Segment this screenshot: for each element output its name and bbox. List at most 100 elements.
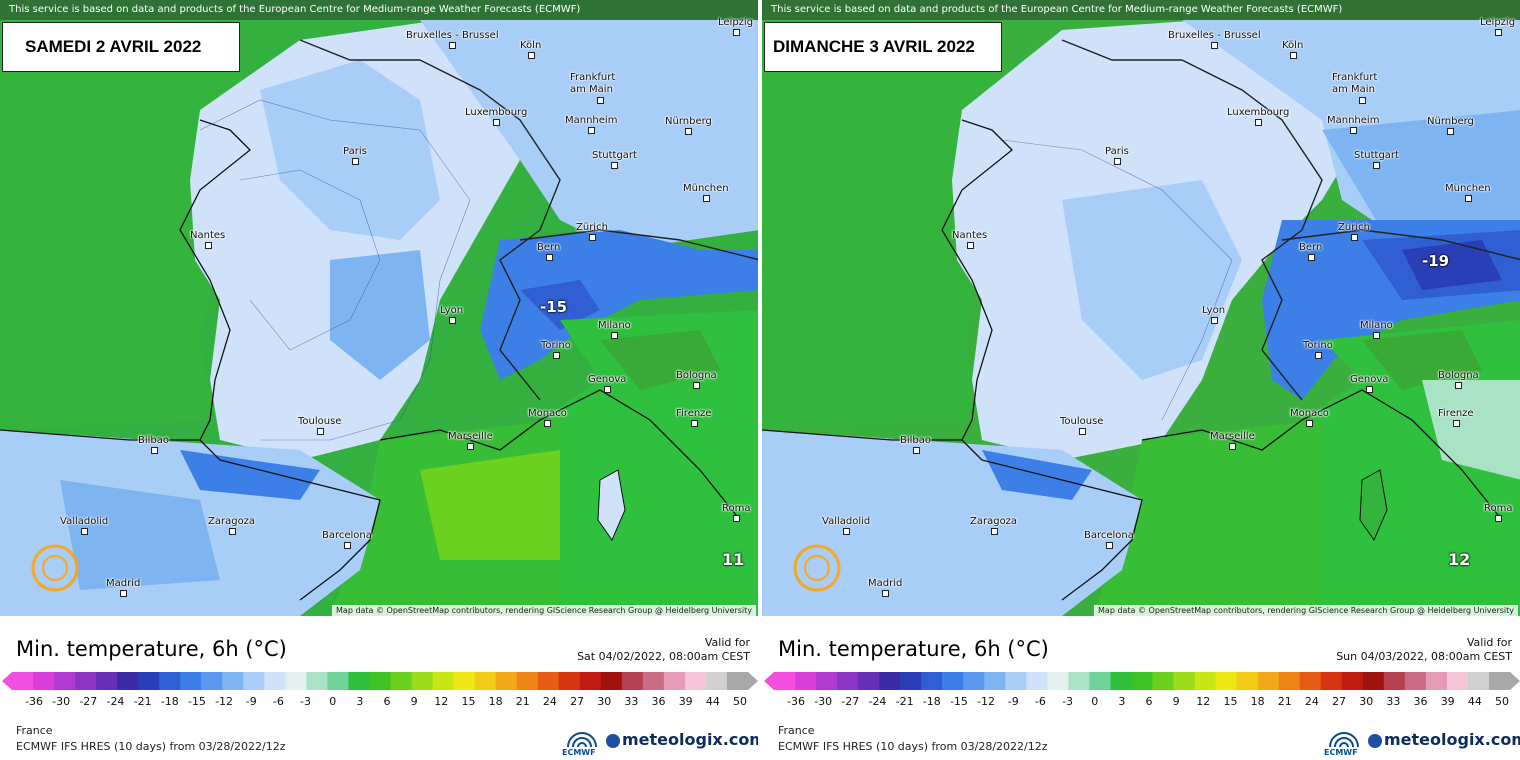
scale-swatch	[942, 672, 964, 690]
map-panel-sunday: This service is based on data and produc…	[762, 0, 1520, 760]
city-label: Bologna	[1438, 370, 1479, 389]
meteologix-brand[interactable]: meteologix.com	[622, 730, 758, 749]
scale-arrow-max	[1510, 672, 1520, 690]
scale-swatch	[453, 672, 476, 690]
city-label: Torino	[541, 340, 571, 359]
valid-label: Valid for	[704, 636, 750, 649]
scale-swatch	[327, 672, 349, 690]
scale-tick-label: 15	[1223, 695, 1237, 708]
scale-swatch	[1005, 672, 1027, 690]
city-label: Stuttgart	[592, 150, 637, 169]
panel-divider	[758, 0, 762, 760]
scale-swatch	[180, 672, 202, 690]
city-label: Zürich	[576, 222, 608, 241]
ecmwf-attribution: This service is based on data and produc…	[0, 0, 758, 20]
scale-swatch	[54, 672, 76, 690]
region-label: France	[778, 724, 815, 737]
variable-title: Min. temperature, 6h (°C)	[16, 637, 287, 661]
scale-tick-label: 3	[1118, 695, 1125, 708]
city-label: Bern	[537, 242, 561, 261]
scale-swatch	[138, 672, 160, 690]
scale-tick-label: -36	[787, 695, 805, 708]
temperature-field	[762, 0, 1520, 616]
scale-tick-label: 50	[1495, 695, 1509, 708]
scale-tick-label: -6	[273, 695, 284, 708]
scale-swatch	[159, 672, 181, 690]
scale-tick-label: 15	[461, 695, 475, 708]
city-label: Zürich	[1338, 222, 1370, 241]
scale-swatch	[306, 672, 328, 690]
scale-swatch	[600, 672, 623, 690]
scale-swatch	[537, 672, 560, 690]
scale-swatch	[516, 672, 539, 690]
scale-tick-label: 44	[1468, 695, 1482, 708]
city-label: Torino	[1303, 340, 1333, 359]
scale-swatch	[1131, 672, 1154, 690]
scale-tick-label: -27	[841, 695, 859, 708]
scale-swatch	[1425, 672, 1448, 690]
scale-tick-label: 30	[1359, 695, 1373, 708]
color-scale: -36 -30 -27 -24 -21 -18 -15 -12 -9 -6 -3 0 3 6 9 12 15 18…	[764, 672, 1520, 708]
scale-tick-label: -15	[188, 695, 206, 708]
city-label: Luxembourg	[1227, 107, 1290, 126]
city-label: Barcelona	[1084, 530, 1134, 549]
city-label: Bruxelles - Brussel	[406, 30, 499, 49]
scale-swatch	[642, 672, 665, 690]
scale-swatch	[816, 672, 838, 690]
valid-date: Sun 04/03/2022, 08:00am CEST	[1336, 650, 1512, 663]
scale-swatch	[705, 672, 728, 690]
scale-swatch	[984, 672, 1006, 690]
scale-tick-label: -24	[106, 695, 124, 708]
city-label: Nantes	[952, 230, 988, 249]
scale-tick-label: 50	[733, 695, 747, 708]
city-label: Luxembourg	[465, 107, 528, 126]
scale-swatch	[900, 672, 922, 690]
city-label: Köln	[520, 40, 542, 59]
city-label: Lyon	[1202, 305, 1226, 324]
scale-swatch	[1089, 672, 1111, 690]
scale-swatch	[474, 672, 497, 690]
city-label: Bilbao	[900, 435, 932, 454]
ecmwf-attribution: This service is based on data and produc…	[762, 0, 1520, 20]
scale-tick-label: -9	[1008, 695, 1019, 708]
scale-arrow-min	[764, 672, 774, 690]
scale-swatch	[117, 672, 139, 690]
ecmwf-logo-icon	[1329, 732, 1359, 748]
scale-swatch	[579, 672, 602, 690]
ecmwf-logo-icon	[567, 732, 597, 748]
city-label: Toulouse	[298, 416, 342, 435]
scale-swatch	[1467, 672, 1490, 690]
scale-tick-label: 33	[1386, 695, 1400, 708]
corner-value-label: 12	[1448, 550, 1471, 569]
scale-tick-label: -3	[300, 695, 311, 708]
scale-swatch	[1068, 672, 1090, 690]
city-label: Nantes	[190, 230, 226, 249]
scale-swatch	[1404, 672, 1427, 690]
temperature-map[interactable]: This service is based on data and produc…	[0, 0, 758, 616]
city-label: München	[1445, 183, 1491, 202]
scale-tick-label: -18	[161, 695, 179, 708]
scale-tick-label: 12	[434, 695, 448, 708]
meteologix-brand[interactable]: meteologix.com	[1384, 730, 1520, 749]
scale-swatch	[963, 672, 985, 690]
scale-swatch	[1194, 672, 1217, 690]
scale-swatch	[12, 672, 34, 690]
temperature-map[interactable]: This service is based on data and produc…	[762, 0, 1520, 616]
scale-swatch	[1152, 672, 1175, 690]
scale-swatch	[1215, 672, 1238, 690]
legend-footer: Min. temperature, 6h (°C) Valid for Sun …	[762, 616, 1520, 760]
scale-swatch	[1488, 672, 1511, 690]
scale-swatch	[558, 672, 581, 690]
scale-tick-label: 18	[1251, 695, 1265, 708]
scale-tick-label: -27	[79, 695, 97, 708]
scale-tick-label: 44	[706, 695, 720, 708]
city-label: Nürnberg	[665, 116, 712, 135]
scale-tick-label: -21	[896, 695, 914, 708]
city-label: Bruxelles - Brussel	[1168, 30, 1261, 49]
scale-tick-label: 39	[679, 695, 693, 708]
osm-credit: Map data © OpenStreetMap contributors, r…	[1094, 605, 1518, 616]
scale-tick-label: 30	[597, 695, 611, 708]
scale-tick-label: -21	[134, 695, 152, 708]
city-label: Köln	[1282, 40, 1304, 59]
scale-swatch	[243, 672, 265, 690]
